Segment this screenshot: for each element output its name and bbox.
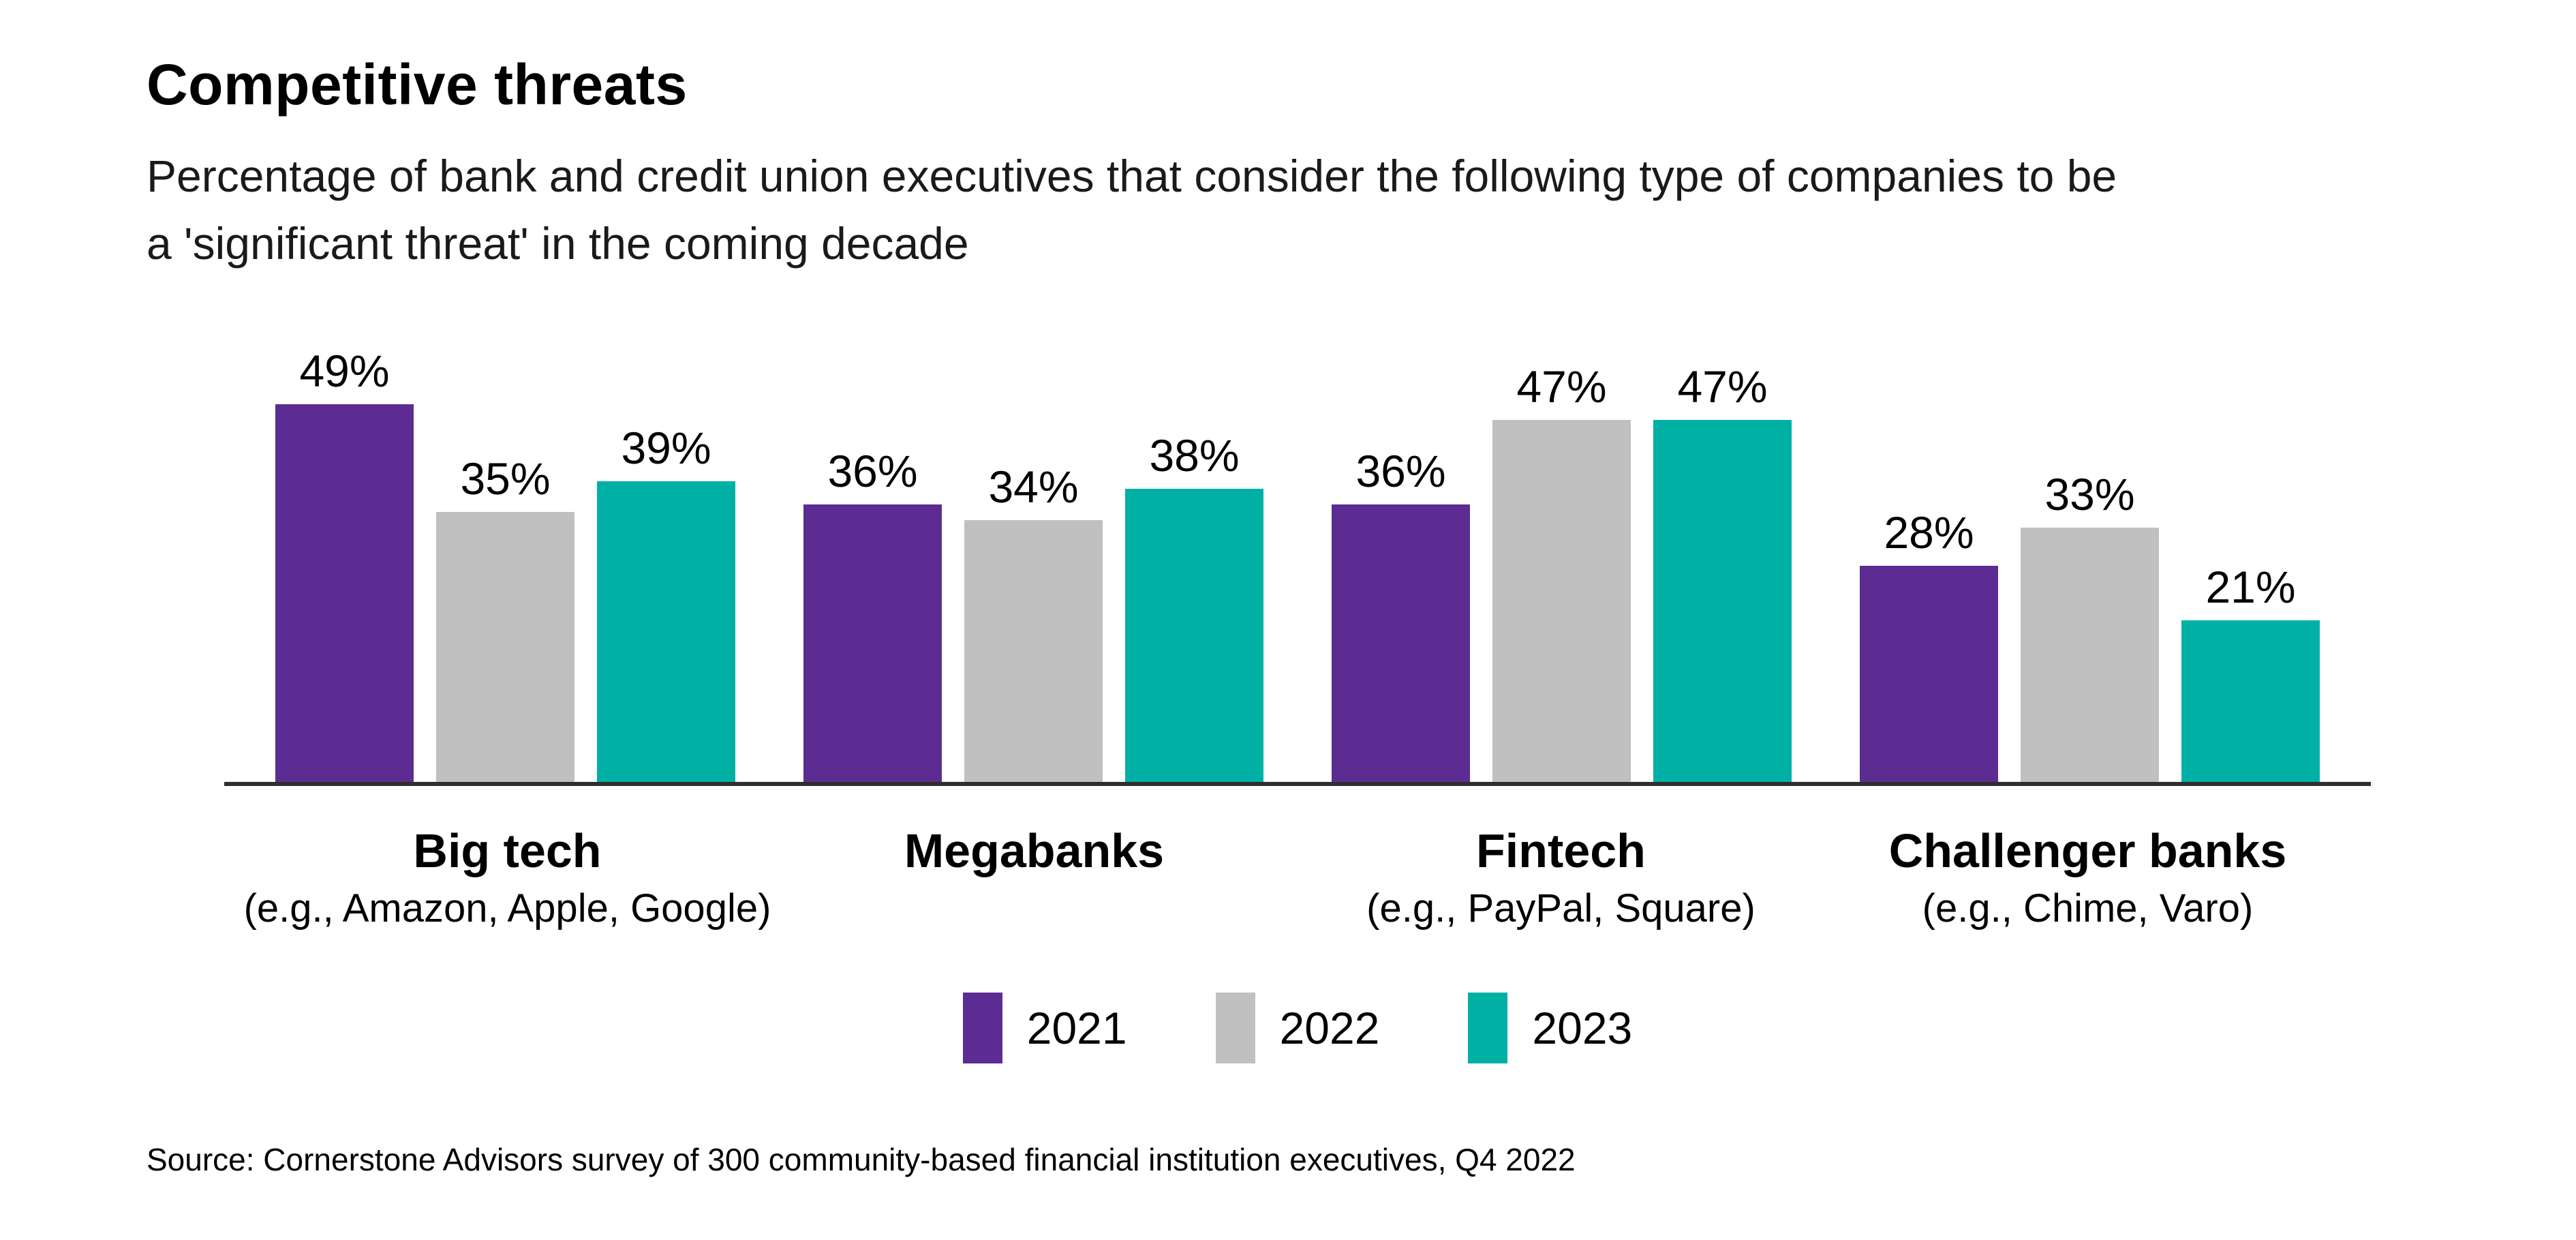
bar-value-label-2021-big-tech: 49% (299, 346, 390, 397)
bar-2022-fintech: 47% (1492, 364, 1631, 782)
category-label-challenger-banks: Challenger banks (e.g., Chime, Varo) (1858, 821, 2317, 933)
category-label-sub-big-tech: (e.g., Amazon, Apple, Google) (243, 886, 771, 931)
legend-item-2021: 2021 (962, 992, 1127, 1063)
chart-title: Competitive threats (147, 52, 688, 117)
bar-2023-megabanks: 38% (1125, 433, 1263, 782)
category-label-sub-challenger-banks: (e.g., Chime, Varo) (1922, 886, 2254, 931)
bar-value-label-2023-fintech: 47% (1677, 361, 1768, 412)
bar-value-label-2022-fintech: 47% (1516, 361, 1607, 412)
category-labels-row: Big tech (e.g., Amazon, Apple, Google) Meg… (244, 821, 2317, 933)
bar-value-label-2022-megabanks: 34% (988, 461, 1079, 512)
bar-2021-challenger-banks: 28% (1860, 510, 1998, 782)
category-label-megabanks: Megabanks (805, 821, 1263, 933)
bar-value-label-2021-fintech: 36% (1355, 446, 1446, 496)
bar-group-big-tech: 49% 35% 39% (275, 348, 735, 782)
bar-value-label-2023-megabanks: 38% (1149, 430, 1240, 481)
legend-swatch-2023 (1468, 992, 1508, 1063)
legend-label-2023: 2023 (1532, 1002, 1633, 1053)
bar-group-fintech: 36% 47% 47% (1332, 364, 1792, 782)
bar-group-challenger-banks: 28% 33% 21% (1860, 472, 2320, 782)
category-label-fintech: Fintech (e.g., PayPal, Square) (1332, 821, 1790, 933)
bar-2021-megabanks: 36% (803, 449, 942, 782)
source-note: Source: Cornerstone Advisors survey of 3… (147, 1141, 1576, 1177)
bar-2023-big-tech: 39% (597, 425, 735, 782)
legend-item-2022: 2022 (1215, 992, 1380, 1063)
category-label-main-big-tech: Big tech (413, 823, 602, 877)
bar-value-label-2023-big-tech: 39% (621, 423, 711, 474)
category-label-big-tech: Big tech (e.g., Amazon, Apple, Google) (244, 821, 771, 933)
category-label-main-challenger-banks: Challenger banks (1888, 823, 2287, 877)
bar-value-label-2022-big-tech: 35% (460, 453, 551, 504)
category-label-main-megabanks: Megabanks (904, 823, 1165, 877)
category-label-sub-fintech: (e.g., PayPal, Square) (1366, 886, 1755, 931)
bar-2022-megabanks: 34% (964, 464, 1103, 782)
chart-subtitle: Percentage of bank and credit union exec… (147, 142, 2576, 277)
chart-subtitle-line-2: a 'significant threat' in the coming dec… (147, 217, 969, 269)
bar-value-label-2021-megabanks: 36% (827, 446, 918, 496)
category-label-main-fintech: Fintech (1476, 823, 1646, 877)
legend-label-2022: 2022 (1279, 1002, 1380, 1053)
bar-2021-big-tech: 49% (275, 348, 414, 782)
bar-2022-big-tech: 35% (436, 456, 574, 782)
x-axis-line (224, 781, 2371, 786)
chart-page: Competitive threats Percentage of bank a… (0, 50, 2576, 1240)
bar-value-label-2022-challenger-banks: 33% (2044, 468, 2135, 519)
bar-2021-fintech: 36% (1332, 449, 1470, 782)
bar-2023-challenger-banks: 21% (2181, 564, 2320, 782)
legend-swatch-2021 (962, 992, 1002, 1063)
chart-area: 49% 35% 39% 36% 34% 38% 36% 47% 47% 28% 33% 21% Big… (224, 277, 2371, 1063)
legend-label-2021: 2021 (1026, 1002, 1127, 1053)
bar-2023-fintech: 47% (1653, 364, 1792, 782)
chart-subtitle-line-1: Percentage of bank and credit union exec… (147, 150, 2117, 201)
bar-value-label-2023-challenger-banks: 21% (2205, 561, 2296, 612)
bar-group-megabanks: 36% 34% 38% (803, 433, 1263, 782)
bar-2022-challenger-banks: 33% (2021, 472, 2159, 782)
bars-row: 49% 35% 39% 36% 34% 38% 36% 47% 47% 28% 33% 21% (275, 348, 2320, 782)
legend-item-2023: 2023 (1468, 992, 1633, 1063)
legend: 2021 2022 2023 (962, 992, 1633, 1063)
bar-value-label-2021-challenger-banks: 28% (1884, 507, 1974, 558)
legend-swatch-2022 (1215, 992, 1255, 1063)
